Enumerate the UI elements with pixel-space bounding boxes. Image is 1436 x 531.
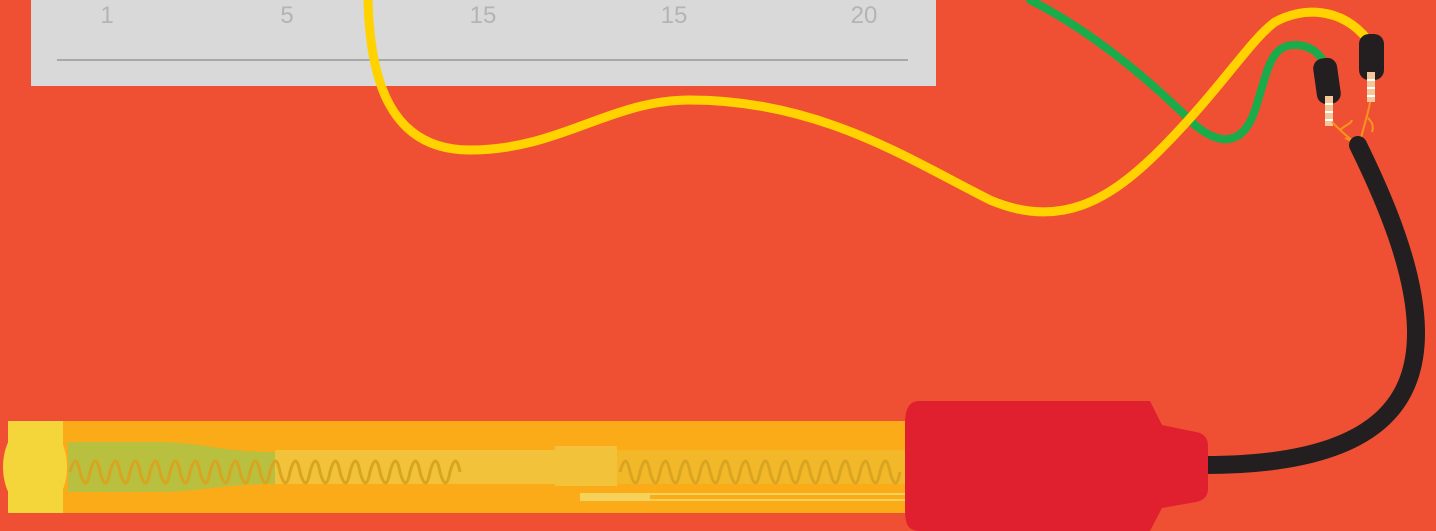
ruler-tick-label: 5 [280, 2, 294, 29]
probe-handle[interactable] [905, 401, 1208, 531]
yellow-wire[interactable] [363, 0, 1373, 217]
lead-wire [580, 493, 650, 501]
connector-left[interactable] [1312, 57, 1342, 126]
green-wire[interactable] [1026, 0, 1332, 144]
ruler: 1 5 15 15 20 [31, 0, 936, 86]
connector-plug-icon [1359, 34, 1384, 80]
ruler-tick-label: 1 [100, 2, 114, 29]
ruler-tick-label: 15 [469, 2, 497, 29]
ruler-baseline [57, 59, 908, 61]
connector-plug-icon [1313, 57, 1341, 105]
connector-right[interactable] [1359, 34, 1384, 102]
heater-coil [68, 459, 462, 485]
probe-cable[interactable] [1196, 136, 1426, 474]
ruler-tick-label: 20 [850, 2, 878, 29]
heat-probe-icon[interactable] [3, 421, 913, 513]
heater-coil [618, 459, 902, 485]
ruler-tick-label: 15 [660, 2, 688, 29]
